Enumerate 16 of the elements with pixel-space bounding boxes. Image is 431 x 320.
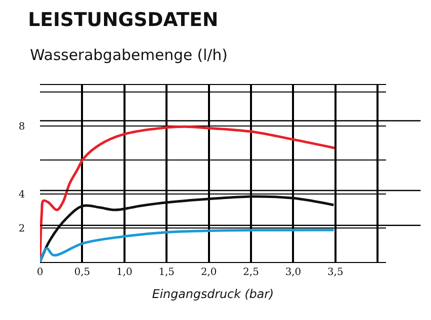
x-tick-label: 1,5	[158, 267, 175, 278]
x-tick-label: 3,0	[285, 267, 302, 278]
y-tick-label: 2	[18, 223, 25, 234]
x-axis-title: Eingangsdruck (bar)	[152, 286, 274, 301]
chart-title: LEISTUNGSDATEN	[28, 9, 218, 32]
x-tick-label: 3,5	[327, 267, 344, 278]
chart-subtitle: Wasserabgabemenge (l/h)	[30, 46, 228, 64]
x-tick-label: 0,5	[74, 267, 90, 278]
x-tick-label: 0	[36, 267, 44, 278]
line-series	[40, 228, 335, 262]
x-tick-label: 2,5	[243, 267, 259, 278]
line-series	[40, 195, 335, 262]
y-tick-label: 4	[18, 189, 25, 200]
y-tick-label: 8	[18, 121, 25, 132]
x-tick-label: 1,0	[116, 267, 132, 278]
x-tick-label: 2,0	[200, 267, 217, 278]
